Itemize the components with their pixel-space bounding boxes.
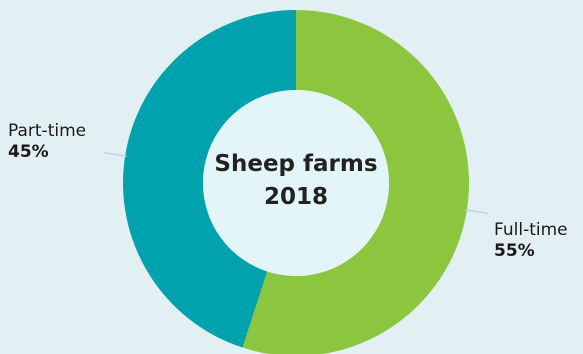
leader-line-full-time: [464, 209, 489, 215]
chart-title-line-2: 2018: [263, 184, 328, 210]
slice-label-part-time-value: 45%: [8, 142, 49, 162]
chart-title-line-1: Sheep farms: [214, 151, 378, 177]
slice-label-part-time-name: Part-time: [8, 121, 87, 141]
slice-label-full-time-name: Full-time: [494, 220, 568, 240]
slice-label-full-time-value: 55%: [494, 241, 535, 261]
donut-hole: [203, 90, 389, 276]
chart-title: Sheep farms 2018: [204, 148, 388, 214]
slice-label-part-time: Part-time 45%: [8, 121, 86, 163]
leader-line-part-time: [103, 151, 128, 157]
slice-label-full-time: Full-time 55%: [494, 220, 568, 262]
donut-slice-part-time: [123, 10, 296, 348]
donut-slice-full-time: [242, 10, 469, 354]
